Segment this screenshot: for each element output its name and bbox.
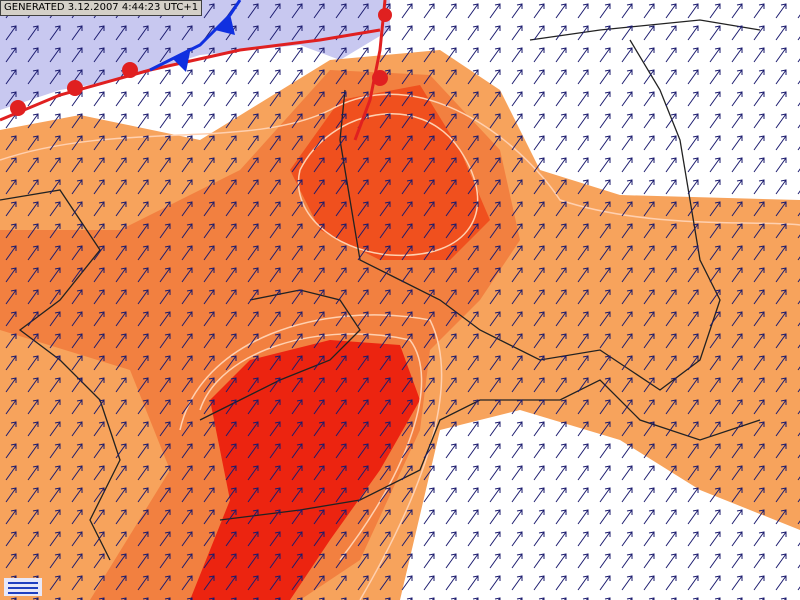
- timestamp: GENERATED 3.12.2007 4:44:23 UTC+1: [0, 0, 203, 16]
- logo: [4, 578, 42, 596]
- warm-front: [0, 28, 381, 122]
- front-line: [353, 0, 387, 141]
- cold-front-markers: [172, 14, 235, 72]
